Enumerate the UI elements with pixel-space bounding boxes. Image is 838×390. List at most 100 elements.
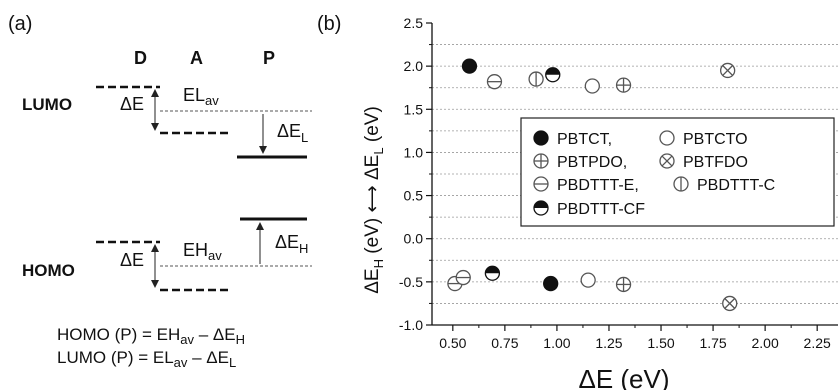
data-point bbox=[615, 77, 632, 93]
x-tick-label: 1.00 bbox=[543, 335, 570, 351]
legend-marker bbox=[533, 153, 549, 169]
legend-label: PBTPDO, bbox=[557, 154, 627, 171]
panel-a: (a) D A P LUMO HOMO ΔE ELav ΔEL ΔE EHav bbox=[8, 13, 312, 370]
legend-marker bbox=[533, 130, 549, 146]
data-point bbox=[528, 71, 544, 87]
y-tick-label: 0.5 bbox=[404, 188, 424, 204]
x-tick-label: 0.75 bbox=[491, 335, 518, 351]
y-label-el-unit: (eV) bbox=[362, 106, 383, 142]
y-tick-label: 1.5 bbox=[404, 101, 424, 117]
marker-fill bbox=[545, 67, 560, 75]
el-av-sub: av bbox=[205, 93, 219, 108]
panel-b-label: (b) bbox=[317, 13, 341, 35]
y-label-eh-sub: H bbox=[371, 259, 386, 268]
legend-marker bbox=[533, 200, 549, 216]
data-point bbox=[545, 67, 561, 83]
y-tick-label: -0.5 bbox=[399, 274, 423, 290]
legend-label: PBDTTT-E, bbox=[557, 177, 639, 194]
delta-el-base: ΔE bbox=[277, 121, 301, 141]
x-tick-label: 2.00 bbox=[752, 335, 779, 351]
delta-el-sub: L bbox=[301, 130, 308, 145]
legend-label: PBDTTT-C bbox=[697, 177, 775, 194]
panel-b: (b) ΔEH (eV) ⟷ ΔEL (eV) ΔE (eV) -1.0-0.5… bbox=[317, 13, 838, 390]
marker-shape bbox=[461, 58, 478, 74]
y-label-eh-unit: (eV) bbox=[362, 218, 383, 254]
y-axis-label: ΔEH (eV) ⟷ ΔEL (eV) bbox=[362, 106, 386, 294]
column-a-label: A bbox=[190, 48, 203, 68]
homo-equation-sub2: H bbox=[236, 332, 245, 347]
legend-marker bbox=[533, 176, 549, 192]
column-d-label: D bbox=[134, 48, 147, 68]
x-tick-label: 2.25 bbox=[804, 335, 831, 351]
lumo-equation-part2: – ΔE bbox=[187, 348, 229, 367]
homo-equation-part1: HOMO (P) = EH bbox=[57, 325, 180, 344]
y-tick-label: 0.0 bbox=[404, 231, 424, 247]
delta-eh-base: ΔE bbox=[275, 232, 299, 252]
y-tick-label: 2.0 bbox=[404, 58, 424, 74]
legend-marker bbox=[659, 153, 675, 169]
legend-label: PBTCTO bbox=[683, 131, 748, 148]
homo-equation-part2: – ΔE bbox=[194, 325, 236, 344]
y-label-arrow: ⟷ bbox=[362, 185, 383, 212]
legend-box bbox=[520, 117, 835, 227]
marker-shape bbox=[580, 272, 596, 288]
homo-equation-sub1: av bbox=[180, 332, 194, 347]
x-tick-label: 1.50 bbox=[647, 335, 674, 351]
homo-label: HOMO bbox=[22, 261, 75, 280]
marker-shape bbox=[543, 275, 559, 292]
eh-av-base: EH bbox=[183, 240, 208, 260]
marker-fill bbox=[534, 201, 548, 208]
delta-e-homo-label: ΔE bbox=[120, 250, 144, 270]
delta-eh-sub: H bbox=[299, 241, 308, 256]
y-label-el-sub: L bbox=[371, 147, 386, 154]
delta-e-lumo-label: ΔE bbox=[120, 94, 144, 114]
data-points bbox=[447, 58, 738, 312]
eh-av-label: EHav bbox=[183, 240, 222, 263]
eh-av-sub: av bbox=[208, 248, 222, 263]
column-p-label: P bbox=[263, 48, 275, 68]
marker-shape bbox=[533, 130, 549, 146]
legend: PBTCT, PBTCTO PBTPDO, PBTFDO PBDTTT-E, PBDTTT… bbox=[520, 117, 835, 227]
panel-a-label: (a) bbox=[8, 13, 32, 35]
x-axis-label: ΔE (eV) bbox=[578, 364, 669, 390]
data-point bbox=[722, 295, 738, 312]
lumo-equation-sub1: av bbox=[174, 355, 188, 370]
legend-marker bbox=[673, 176, 689, 192]
marker-fill bbox=[485, 266, 500, 274]
data-point bbox=[455, 269, 471, 286]
y-label-el-base: ΔE bbox=[362, 155, 383, 180]
legend-label: PBTCT, bbox=[557, 131, 612, 148]
legend-label: PBDTTT-CF bbox=[557, 201, 645, 218]
x-tick-label: 0.50 bbox=[439, 335, 466, 351]
el-av-base: EL bbox=[183, 85, 205, 105]
legend-entries: PBTCT, PBTCTO PBTPDO, PBTFDO PBDTTT-E, PBDTTT… bbox=[533, 130, 775, 218]
lumo-label: LUMO bbox=[22, 95, 72, 114]
marker-diag2 bbox=[661, 155, 673, 167]
y-label-eh-base: ΔE bbox=[362, 268, 383, 293]
marker-shape bbox=[584, 78, 600, 94]
lumo-equation-part1: LUMO (P) = EL bbox=[57, 348, 174, 367]
lumo-equation: LUMO (P) = ELav – ΔEL bbox=[57, 348, 236, 370]
homo-equation: HOMO (P) = EHav – ΔEH bbox=[57, 325, 245, 347]
data-point bbox=[486, 74, 503, 90]
x-tick-label: 1.25 bbox=[595, 335, 622, 351]
data-point bbox=[584, 78, 600, 94]
legend-label: PBTFDO bbox=[683, 154, 748, 171]
data-point bbox=[543, 275, 559, 292]
y-tick-label: 1.0 bbox=[404, 144, 424, 160]
marker-diag2 bbox=[724, 298, 736, 309]
axis-layer: -1.0 -0.5 0.0 0.5 1.0 1.5 2.0 2.5 0.50 0.75 1.00 1.… bbox=[399, 15, 838, 351]
data-point bbox=[615, 276, 632, 293]
delta-eh-label: ΔEH bbox=[275, 232, 308, 256]
lumo-equation-sub2: L bbox=[229, 355, 236, 370]
delta-el-label: ΔEL bbox=[277, 121, 308, 145]
x-tick-label: 1.75 bbox=[699, 335, 726, 351]
data-point bbox=[720, 62, 736, 79]
data-point bbox=[580, 272, 596, 288]
marker-shape bbox=[659, 130, 675, 146]
data-point bbox=[461, 58, 478, 74]
y-tick-label: -1.0 bbox=[399, 317, 423, 333]
data-point bbox=[484, 265, 501, 281]
el-av-label: ELav bbox=[183, 85, 219, 108]
